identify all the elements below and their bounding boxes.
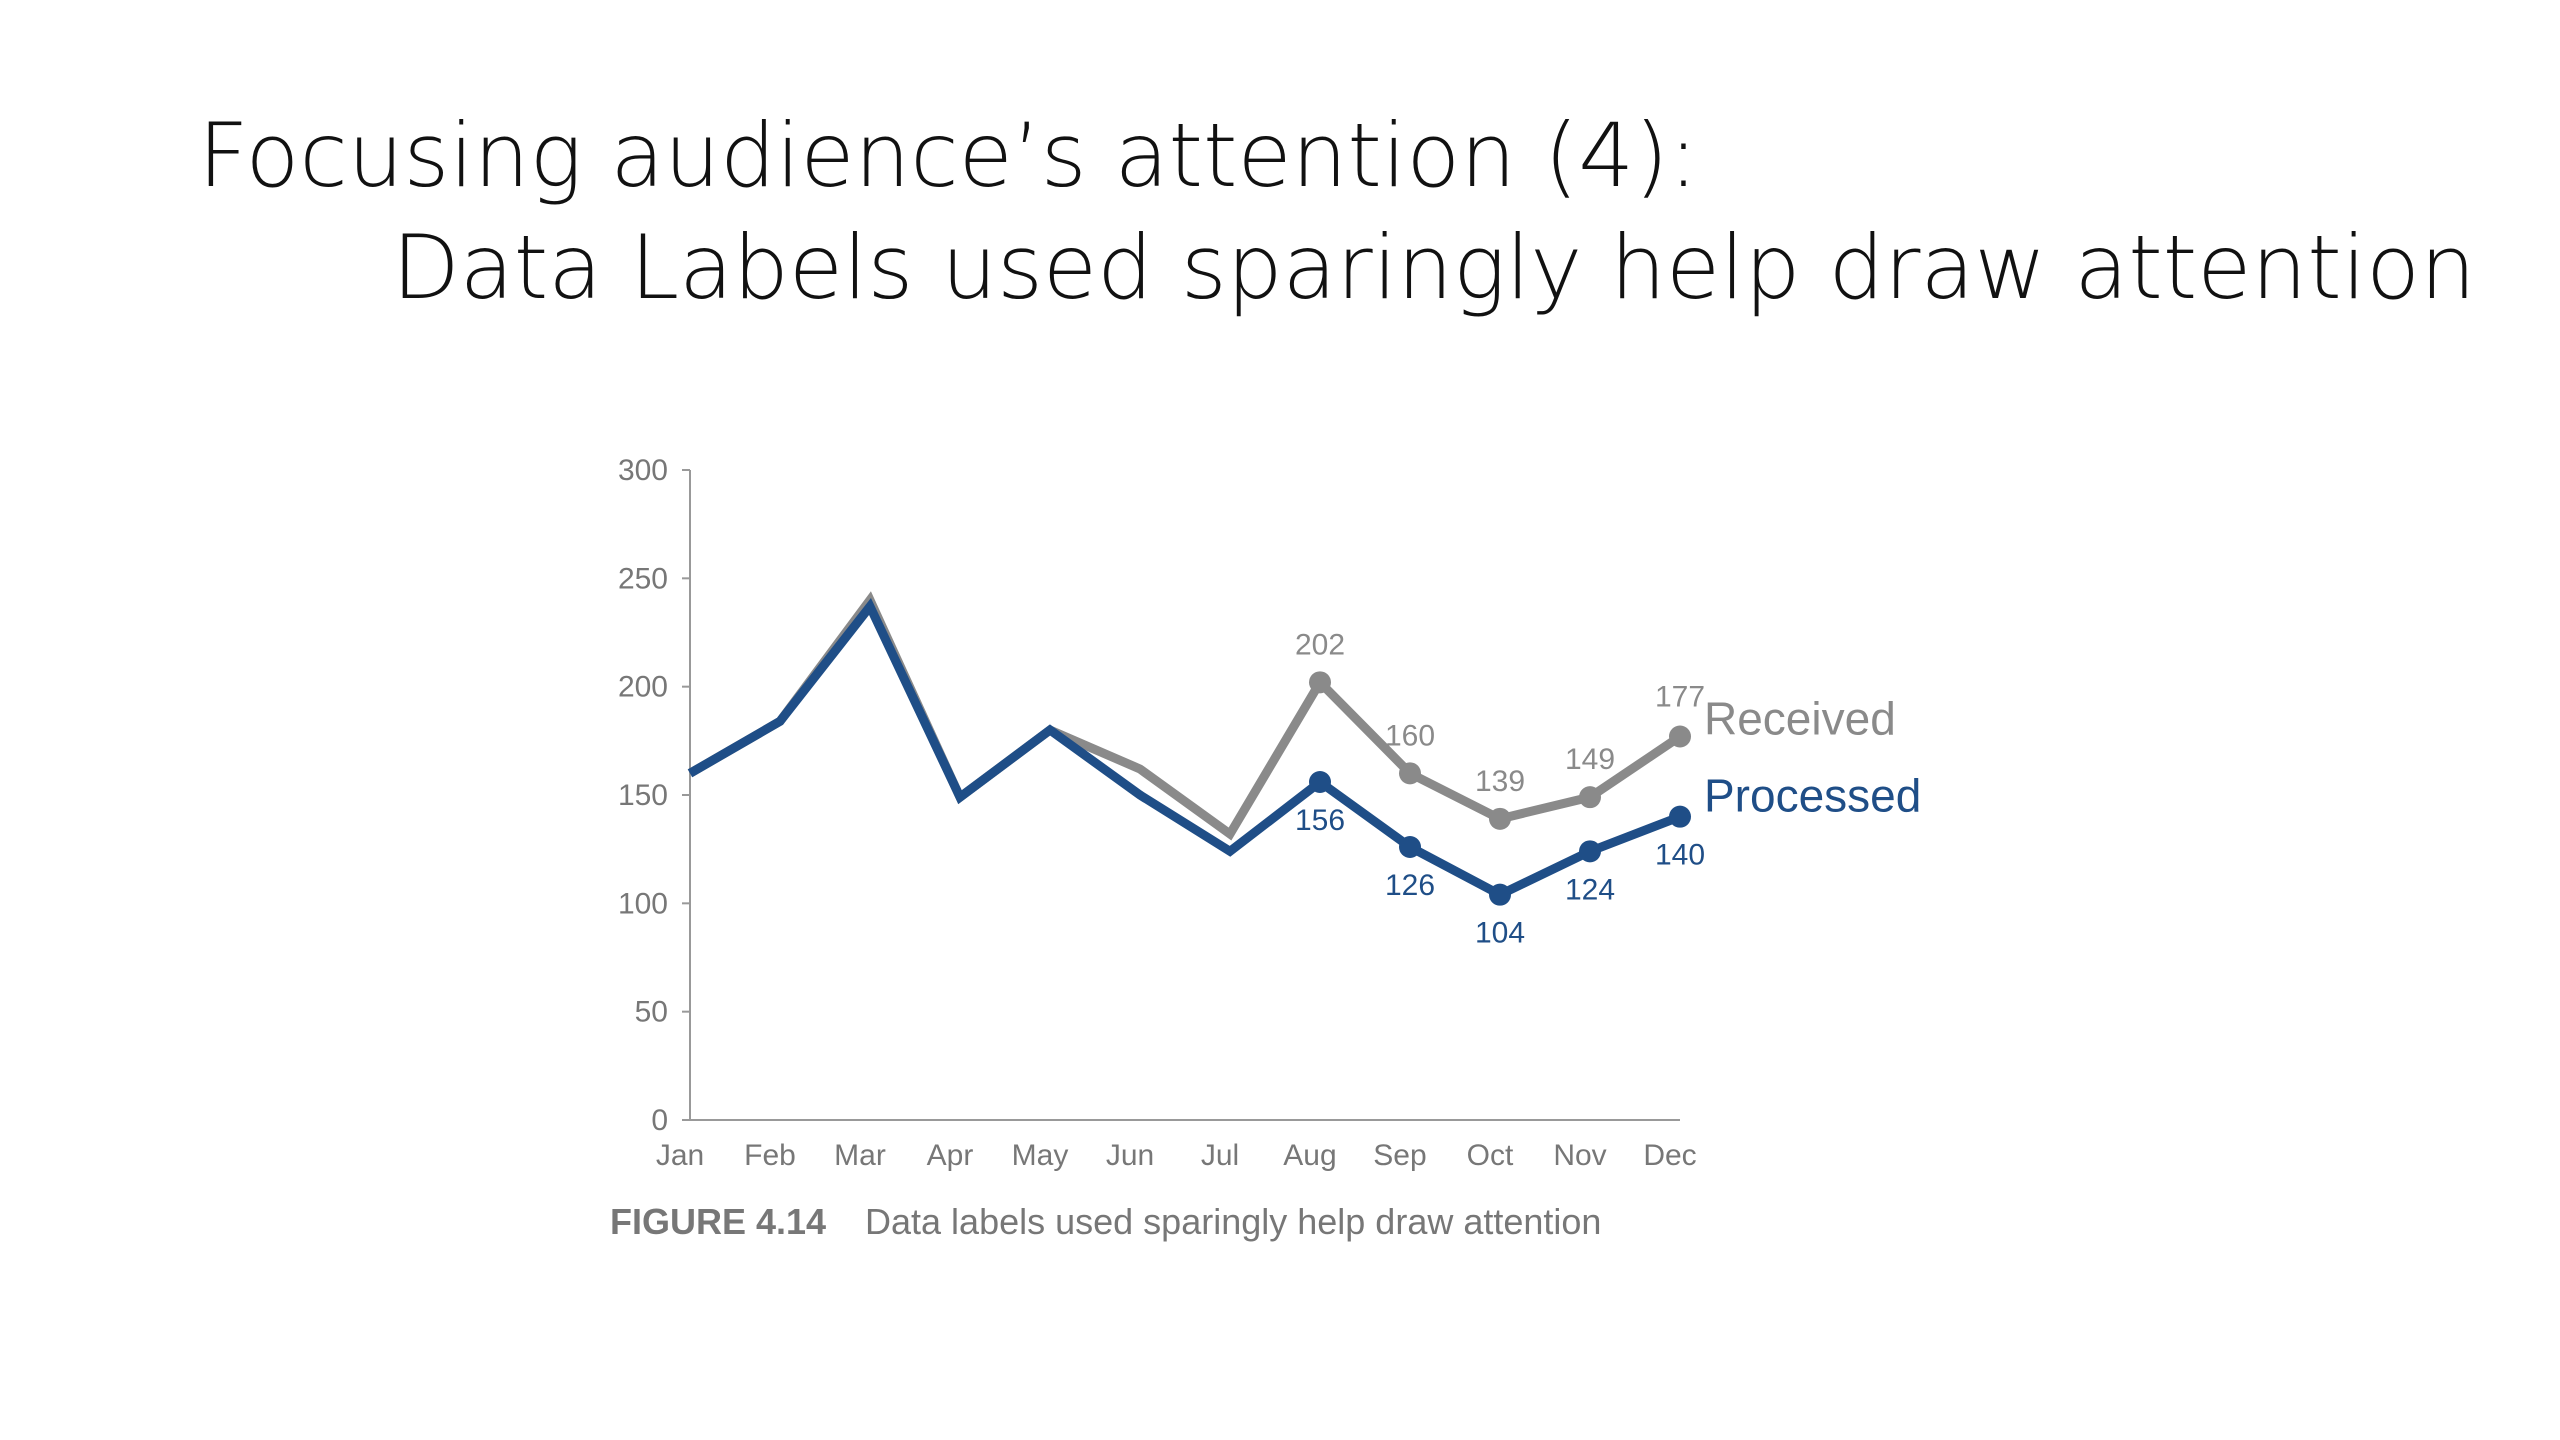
slide-title: Focusing audience’s attention (4): Data … [198, 100, 2476, 324]
y-tick-label: 250 [618, 562, 668, 595]
y-tick-label: 150 [618, 779, 668, 812]
figure-caption: Data labels used sparingly help draw att… [865, 1201, 1601, 1242]
received-data-label: 149 [1565, 743, 1615, 776]
slide-title-line2: Data Labels used sparingly help draw att… [392, 216, 2476, 319]
processed-point [1309, 771, 1331, 793]
x-tick-label: Nov [1553, 1139, 1606, 1172]
slide-title-line1: Focusing audience’s attention (4): [198, 104, 1699, 207]
processed-line [687, 597, 1682, 900]
processed-series-label: Processed [1704, 770, 1921, 822]
processed-point [1489, 883, 1511, 906]
x-tick-label: Sep [1373, 1139, 1426, 1172]
processed-data-label: 126 [1385, 869, 1435, 902]
received-point [1669, 725, 1691, 748]
received-point [1579, 786, 1601, 809]
received-point [1309, 671, 1331, 694]
x-tick-label: May [1012, 1139, 1069, 1172]
received-line [687, 591, 1683, 841]
x-tick-label: Jun [1106, 1139, 1154, 1172]
x-tick-label: Aug [1283, 1139, 1336, 1172]
y-tick-label: 300 [618, 454, 668, 487]
line-chart: 0 50 100 150 200 250 300 Jan Feb Mar Apr May Jun Jul A… [610, 454, 1921, 1242]
received-point [1489, 807, 1511, 830]
processed-data-label: 156 [1295, 804, 1345, 837]
y-tick-label: 200 [618, 671, 668, 704]
received-series-label: Received [1704, 693, 1896, 745]
processed-point [1399, 836, 1421, 858]
x-tick-label: Apr [927, 1139, 974, 1172]
y-tick-label: 50 [635, 996, 668, 1029]
x-tick-label: Oct [1467, 1139, 1514, 1172]
x-tick-label: Jan [656, 1139, 704, 1172]
y-tick-label: 0 [651, 1104, 668, 1137]
processed-data-label: 140 [1655, 839, 1705, 872]
received-data-label: 160 [1385, 719, 1435, 752]
processed-data-label: 104 [1475, 917, 1525, 950]
x-tick-label: Dec [1643, 1139, 1696, 1172]
received-data-label: 177 [1655, 681, 1705, 714]
received-point [1399, 762, 1421, 785]
received-data-label: 139 [1475, 765, 1525, 798]
x-tick-label: Feb [744, 1139, 796, 1172]
processed-point [1579, 840, 1601, 863]
processed-data-label: 124 [1565, 873, 1615, 906]
processed-point [1669, 805, 1691, 828]
y-tick-label: 100 [618, 887, 668, 920]
received-data-label: 202 [1295, 628, 1345, 661]
chart-axes: 0 50 100 150 200 250 300 Jan Feb Mar Apr May Jun Jul A… [618, 454, 1697, 1172]
x-tick-label: Jul [1201, 1139, 1239, 1172]
figure-number: FIGURE 4.14 [610, 1201, 826, 1242]
chart-series [687, 591, 1691, 906]
x-tick-label: Mar [834, 1139, 886, 1172]
